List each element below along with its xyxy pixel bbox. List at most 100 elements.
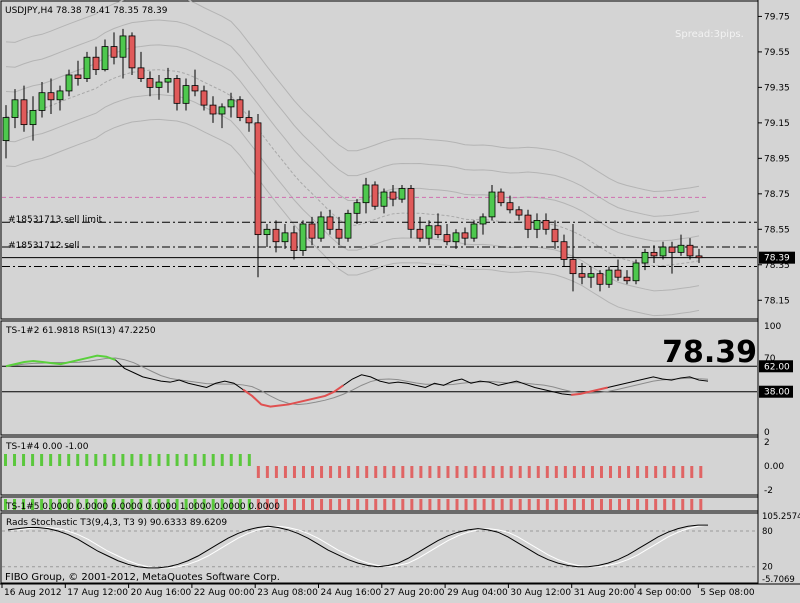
ts5-bar-negative — [545, 499, 549, 510]
ts4-bar-negative — [672, 466, 676, 478]
ts5-bar-negative — [473, 499, 477, 510]
ts5-bar-positive — [130, 499, 134, 510]
order-levels — [2, 196, 757, 268]
ts5-bar-negative — [645, 499, 649, 510]
ts4-bar-negative — [455, 466, 459, 478]
ts4-bar-negative — [590, 466, 594, 478]
ts4-bar-positive — [121, 454, 125, 466]
ts5-bar-negative — [410, 499, 414, 510]
time-tick-label: 5 Sep 08:00 — [700, 588, 755, 598]
candle-bull — [281, 232, 289, 243]
candle-bull — [533, 220, 541, 230]
ts4-bar-positive — [184, 454, 188, 466]
ts4-bar-negative — [473, 466, 477, 478]
ts4-bar-positive — [130, 454, 134, 466]
ts4-bar-negative — [410, 466, 414, 478]
envelope-band-3 — [5, 94, 700, 292]
ts4-bar-positive — [85, 454, 89, 466]
candle-bear — [542, 220, 550, 230]
ts4-bar-negative — [283, 466, 287, 478]
candle-bull — [65, 74, 73, 92]
candle-bear — [416, 228, 424, 239]
candle-bear — [461, 232, 469, 239]
ts4-bar-positive — [76, 454, 80, 466]
candle-bear — [236, 99, 244, 118]
candle-bear — [551, 228, 559, 243]
current-price-tag-label: 78.39 — [764, 254, 790, 264]
ts4-bar-negative — [292, 466, 296, 478]
candle-bull — [119, 35, 127, 58]
candle-bear — [326, 216, 334, 230]
time-tick-label: 22 Aug 00:00 — [194, 588, 255, 598]
candle-bull — [380, 191, 388, 207]
order-label-sell-limit: #18531713 sell limit — [8, 215, 103, 225]
ts4-bar-negative — [554, 466, 558, 478]
ts5-bar-positive — [220, 499, 224, 510]
chart-header: USDJPY,H4 78.38 78.41 78.35 78.39 — [5, 6, 168, 16]
candle-bear — [686, 244, 694, 257]
ts4-bar-positive — [148, 454, 152, 466]
ts4-bar-negative — [265, 466, 269, 478]
ts5-bar-negative — [320, 499, 324, 510]
candle-bear — [47, 92, 55, 101]
ts4-bar-negative — [572, 466, 576, 478]
ts4-bar-positive — [139, 454, 143, 466]
time-tick-label: 23 Aug 08:00 — [257, 588, 318, 598]
ts2-axis-label: 62.00 — [764, 362, 790, 372]
ts4-bar-negative — [274, 466, 278, 478]
ts5-bar-positive — [184, 499, 188, 510]
ts4-bar-positive — [238, 454, 242, 466]
price-tick-label: 79.75 — [764, 12, 790, 22]
ts4-bar-negative — [320, 466, 324, 478]
ts5-bar-negative — [256, 499, 260, 510]
candle-bear — [308, 223, 316, 239]
candle-bear — [596, 273, 604, 285]
ts4-bar-negative — [464, 466, 468, 478]
ts2-overbought-segment — [5, 354, 116, 368]
big-price-readout: 78.39 — [662, 335, 757, 370]
ts5-bar-negative — [437, 499, 441, 510]
ts4-bar-positive — [112, 454, 116, 466]
ts2-pane[interactable] — [0, 320, 759, 436]
candle-bull — [2, 117, 10, 141]
ts5-bar-positive — [94, 499, 98, 510]
ts4-bar-negative — [338, 466, 342, 478]
ts4-label: TS-1#4 0.00 -1.00 — [5, 442, 89, 452]
ts5-bar-negative — [599, 499, 603, 510]
candle-bear — [515, 209, 523, 216]
ts5-bar-positive — [139, 499, 143, 510]
candle-bear — [20, 99, 28, 126]
ts5-bar-negative — [265, 499, 269, 510]
ts5-bar-negative — [681, 499, 685, 510]
ts5-bar-negative — [609, 499, 613, 510]
ts4-bar-positive — [22, 454, 26, 466]
candle-bear — [110, 46, 118, 58]
candle-bear — [389, 191, 397, 200]
candle-bear — [92, 56, 100, 71]
ts5-bar-negative — [329, 499, 333, 510]
candle-bear — [191, 85, 199, 92]
ts4-bar-positive — [229, 454, 233, 466]
ts2-signal-line — [5, 357, 709, 406]
ts5-bar-negative — [428, 499, 432, 510]
candle-bear — [569, 259, 577, 275]
ts4-bar-positive — [220, 454, 224, 466]
ts4-bar-negative — [654, 466, 658, 478]
time-tick-label: 20 Aug 16:00 — [131, 588, 192, 598]
ts5-bar-positive — [238, 499, 242, 510]
ts4-bar-negative — [446, 466, 450, 478]
ts5-bar-negative — [446, 499, 450, 510]
candle-bear — [560, 241, 568, 260]
ts5-bar-negative — [518, 499, 522, 510]
ts5-bar-positive — [31, 499, 35, 510]
ts4-bar-negative — [681, 466, 685, 478]
stoch-axis-label: 20 — [762, 563, 773, 573]
time-tick-label: 17 Aug 12:00 — [67, 588, 128, 598]
envelope-band-2 — [5, 44, 700, 242]
time-tick-label: 30 Aug 12:00 — [510, 588, 571, 598]
ts4-bar-negative — [365, 466, 369, 478]
candle-bull — [605, 269, 613, 285]
